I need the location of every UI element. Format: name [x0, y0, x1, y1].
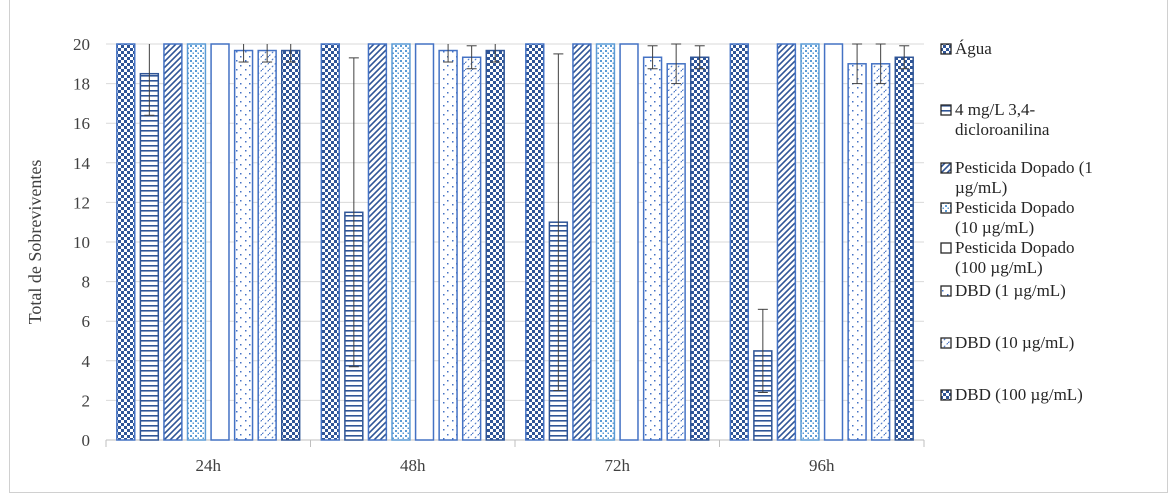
legend-label: DBD (100 µg/mL) [955, 385, 1083, 404]
y-tick-label: 10 [73, 233, 90, 252]
y-tick-label: 12 [73, 193, 90, 212]
y-tick-label: 0 [82, 431, 91, 450]
bar [210, 43, 230, 441]
y-tick-label: 2 [82, 391, 91, 410]
bar [823, 43, 844, 441]
y-tick-label: 4 [82, 352, 91, 371]
legend-label: dicloroanilina [955, 120, 1050, 139]
bar [619, 43, 639, 441]
legend-label: Água [955, 39, 992, 58]
bar [116, 43, 136, 441]
bar [461, 56, 482, 441]
y-tick-label: 20 [73, 35, 90, 54]
bars [116, 43, 914, 441]
bar [163, 43, 183, 441]
x-category-label: 96h [809, 456, 835, 475]
legend-label: DBD (10 µg/mL) [955, 333, 1074, 352]
bar [438, 49, 458, 441]
x-category-label: 72h [605, 456, 631, 475]
bar [414, 43, 435, 441]
x-category-label: 48h [400, 456, 426, 475]
bar [257, 49, 277, 441]
bar [642, 56, 663, 441]
bar [320, 43, 340, 441]
bar [525, 43, 545, 441]
y-tick-label: 8 [82, 273, 91, 292]
chart-frame: 0 2 4 6 8 10 12 14 16 18 20 24h 48h 72h 96h Água 4 mg/L… [9, 0, 1168, 493]
y-tick-label: 6 [82, 312, 91, 331]
legend-swatch [940, 162, 952, 174]
bar [894, 56, 914, 441]
legend-label: µg/mL) [955, 178, 1007, 197]
y-tick-label: 18 [73, 75, 90, 94]
legend-label: Pesticida Dopado (1 [955, 158, 1093, 177]
legend-swatch [940, 285, 952, 297]
y-tick-label: 16 [73, 114, 90, 133]
legend-label: (100 µg/mL) [955, 258, 1043, 277]
y-axis-title: Total de Sobreviventes [25, 160, 45, 325]
bar [729, 43, 749, 441]
legend-label: Pesticida Dopado [955, 198, 1074, 217]
legend-swatch [940, 43, 952, 55]
bar [776, 43, 797, 441]
bar [800, 43, 820, 441]
legend-swatch [940, 202, 952, 214]
legend-label: 4 mg/L 3,4- [955, 100, 1035, 119]
bar [572, 43, 592, 441]
bar [485, 49, 505, 441]
legend-swatch [940, 104, 952, 116]
bar [391, 43, 411, 441]
bar [281, 49, 301, 441]
y-tick-label: 14 [73, 154, 91, 173]
bar [139, 72, 160, 441]
legend-swatch [940, 242, 952, 254]
bar [870, 63, 891, 441]
legend: Água 4 mg/L 3,4-dicloroanilina Pesticida D… [940, 39, 1093, 404]
x-category-label: 24h [196, 456, 222, 475]
legend-swatch [940, 389, 952, 401]
bar [233, 49, 254, 441]
bar [690, 56, 710, 441]
bar [666, 63, 686, 441]
legend-swatch [940, 337, 952, 349]
legend-label: (10 µg/mL) [955, 218, 1034, 237]
bar [186, 43, 207, 441]
bar [595, 43, 616, 441]
bar [367, 43, 388, 441]
legend-label: Pesticida Dopado [955, 238, 1074, 257]
bar [847, 63, 867, 441]
legend-label: DBD (1 µg/mL) [955, 281, 1066, 300]
bar-chart: 0 2 4 6 8 10 12 14 16 18 20 24h 48h 72h 96h Água 4 mg/L… [25, 35, 1093, 475]
